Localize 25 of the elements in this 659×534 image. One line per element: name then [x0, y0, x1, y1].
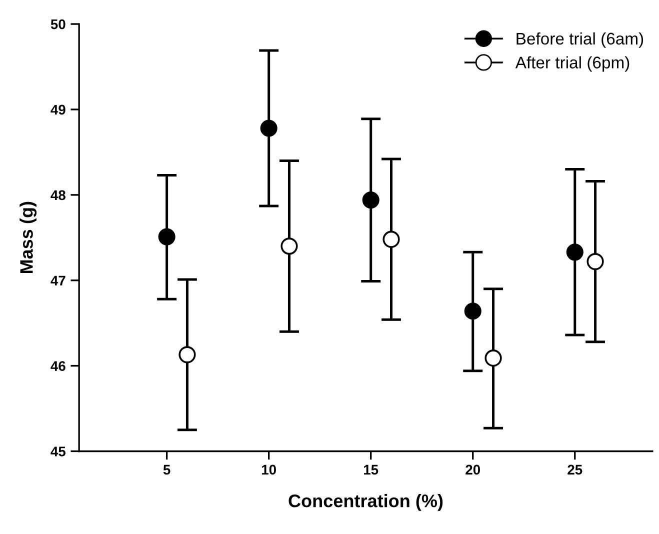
point	[362, 191, 380, 209]
x-tick-label: 10	[262, 464, 276, 475]
x-tick-label: 25	[568, 464, 582, 475]
y-tick-label: 48	[50, 190, 66, 200]
point	[280, 238, 298, 255]
x-tick-label: 15	[364, 464, 378, 475]
point	[586, 253, 604, 270]
point	[566, 244, 584, 261]
point	[464, 302, 482, 320]
x-tick-label: 5	[163, 464, 170, 475]
y-tick-label: 46	[50, 361, 66, 371]
y-tick-label: 49	[50, 104, 66, 115]
legend-label: After trial (6pm)	[515, 56, 630, 72]
point	[178, 346, 196, 364]
point	[158, 228, 176, 246]
y-axis-title: Mass (g)	[20, 202, 37, 274]
point	[382, 230, 400, 248]
legend-label: Before trial (6am)	[516, 32, 644, 48]
point	[484, 350, 502, 367]
point	[260, 120, 278, 137]
x-tick-label: 20	[466, 464, 480, 475]
y-tick-label: 50	[50, 19, 66, 30]
x-axis-title: Concentration (%)	[288, 494, 443, 511]
y-tick-label: 47	[50, 276, 66, 286]
y-tick-label: 45	[50, 446, 66, 456]
